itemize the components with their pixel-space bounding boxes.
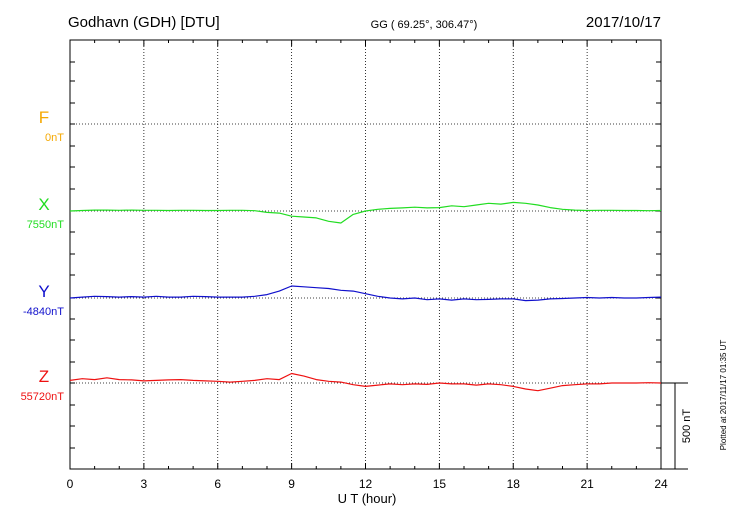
series-line-y [69,285,662,302]
series-lines [69,201,662,392]
x-axis-label: U T (hour) [338,491,397,506]
scale-bar: 500 nT [661,382,693,470]
series-name-y: Y [38,282,49,301]
series-name-f: F [39,108,49,127]
x-tick-label: 3 [141,477,148,491]
series-labels: F 0nT X 7550nT Y -4840nT Z 55720nT [21,108,65,403]
series-line-z [69,372,662,392]
plotted-at-note: Plotted at 2017/11/17 01:35 UT [719,340,728,451]
series-name-z: Z [39,367,49,386]
x-tick-label: 9 [288,477,295,491]
plot-date: 2017/10/17 [586,14,661,31]
plot-frame [69,39,662,470]
x-tick-label: 0 [67,477,74,491]
series-baseline-f: 0nT [45,132,64,144]
x-tick-label: 21 [580,477,594,491]
x-tick-label: 15 [433,477,447,491]
x-tick-label: 18 [507,477,521,491]
series-baseline-z: 55720nT [21,391,65,403]
series-name-x: X [38,195,49,214]
axis-ticks: 0 3 6 9 12 15 18 21 24 [67,39,668,491]
station-coords: GG ( 69.25°, 306.47°) [371,19,478,31]
series-line-x [69,201,662,224]
series-baseline-x: 7550nT [27,219,65,231]
x-tick-label: 6 [214,477,221,491]
scale-bar-label: 500 nT [681,409,693,444]
x-tick-label: 12 [359,477,373,491]
series-baseline-y: -4840nT [23,306,64,318]
grid-lines [70,40,661,469]
station-title: Godhavn (GDH) [DTU] [68,14,220,31]
x-tick-label: 24 [654,477,668,491]
